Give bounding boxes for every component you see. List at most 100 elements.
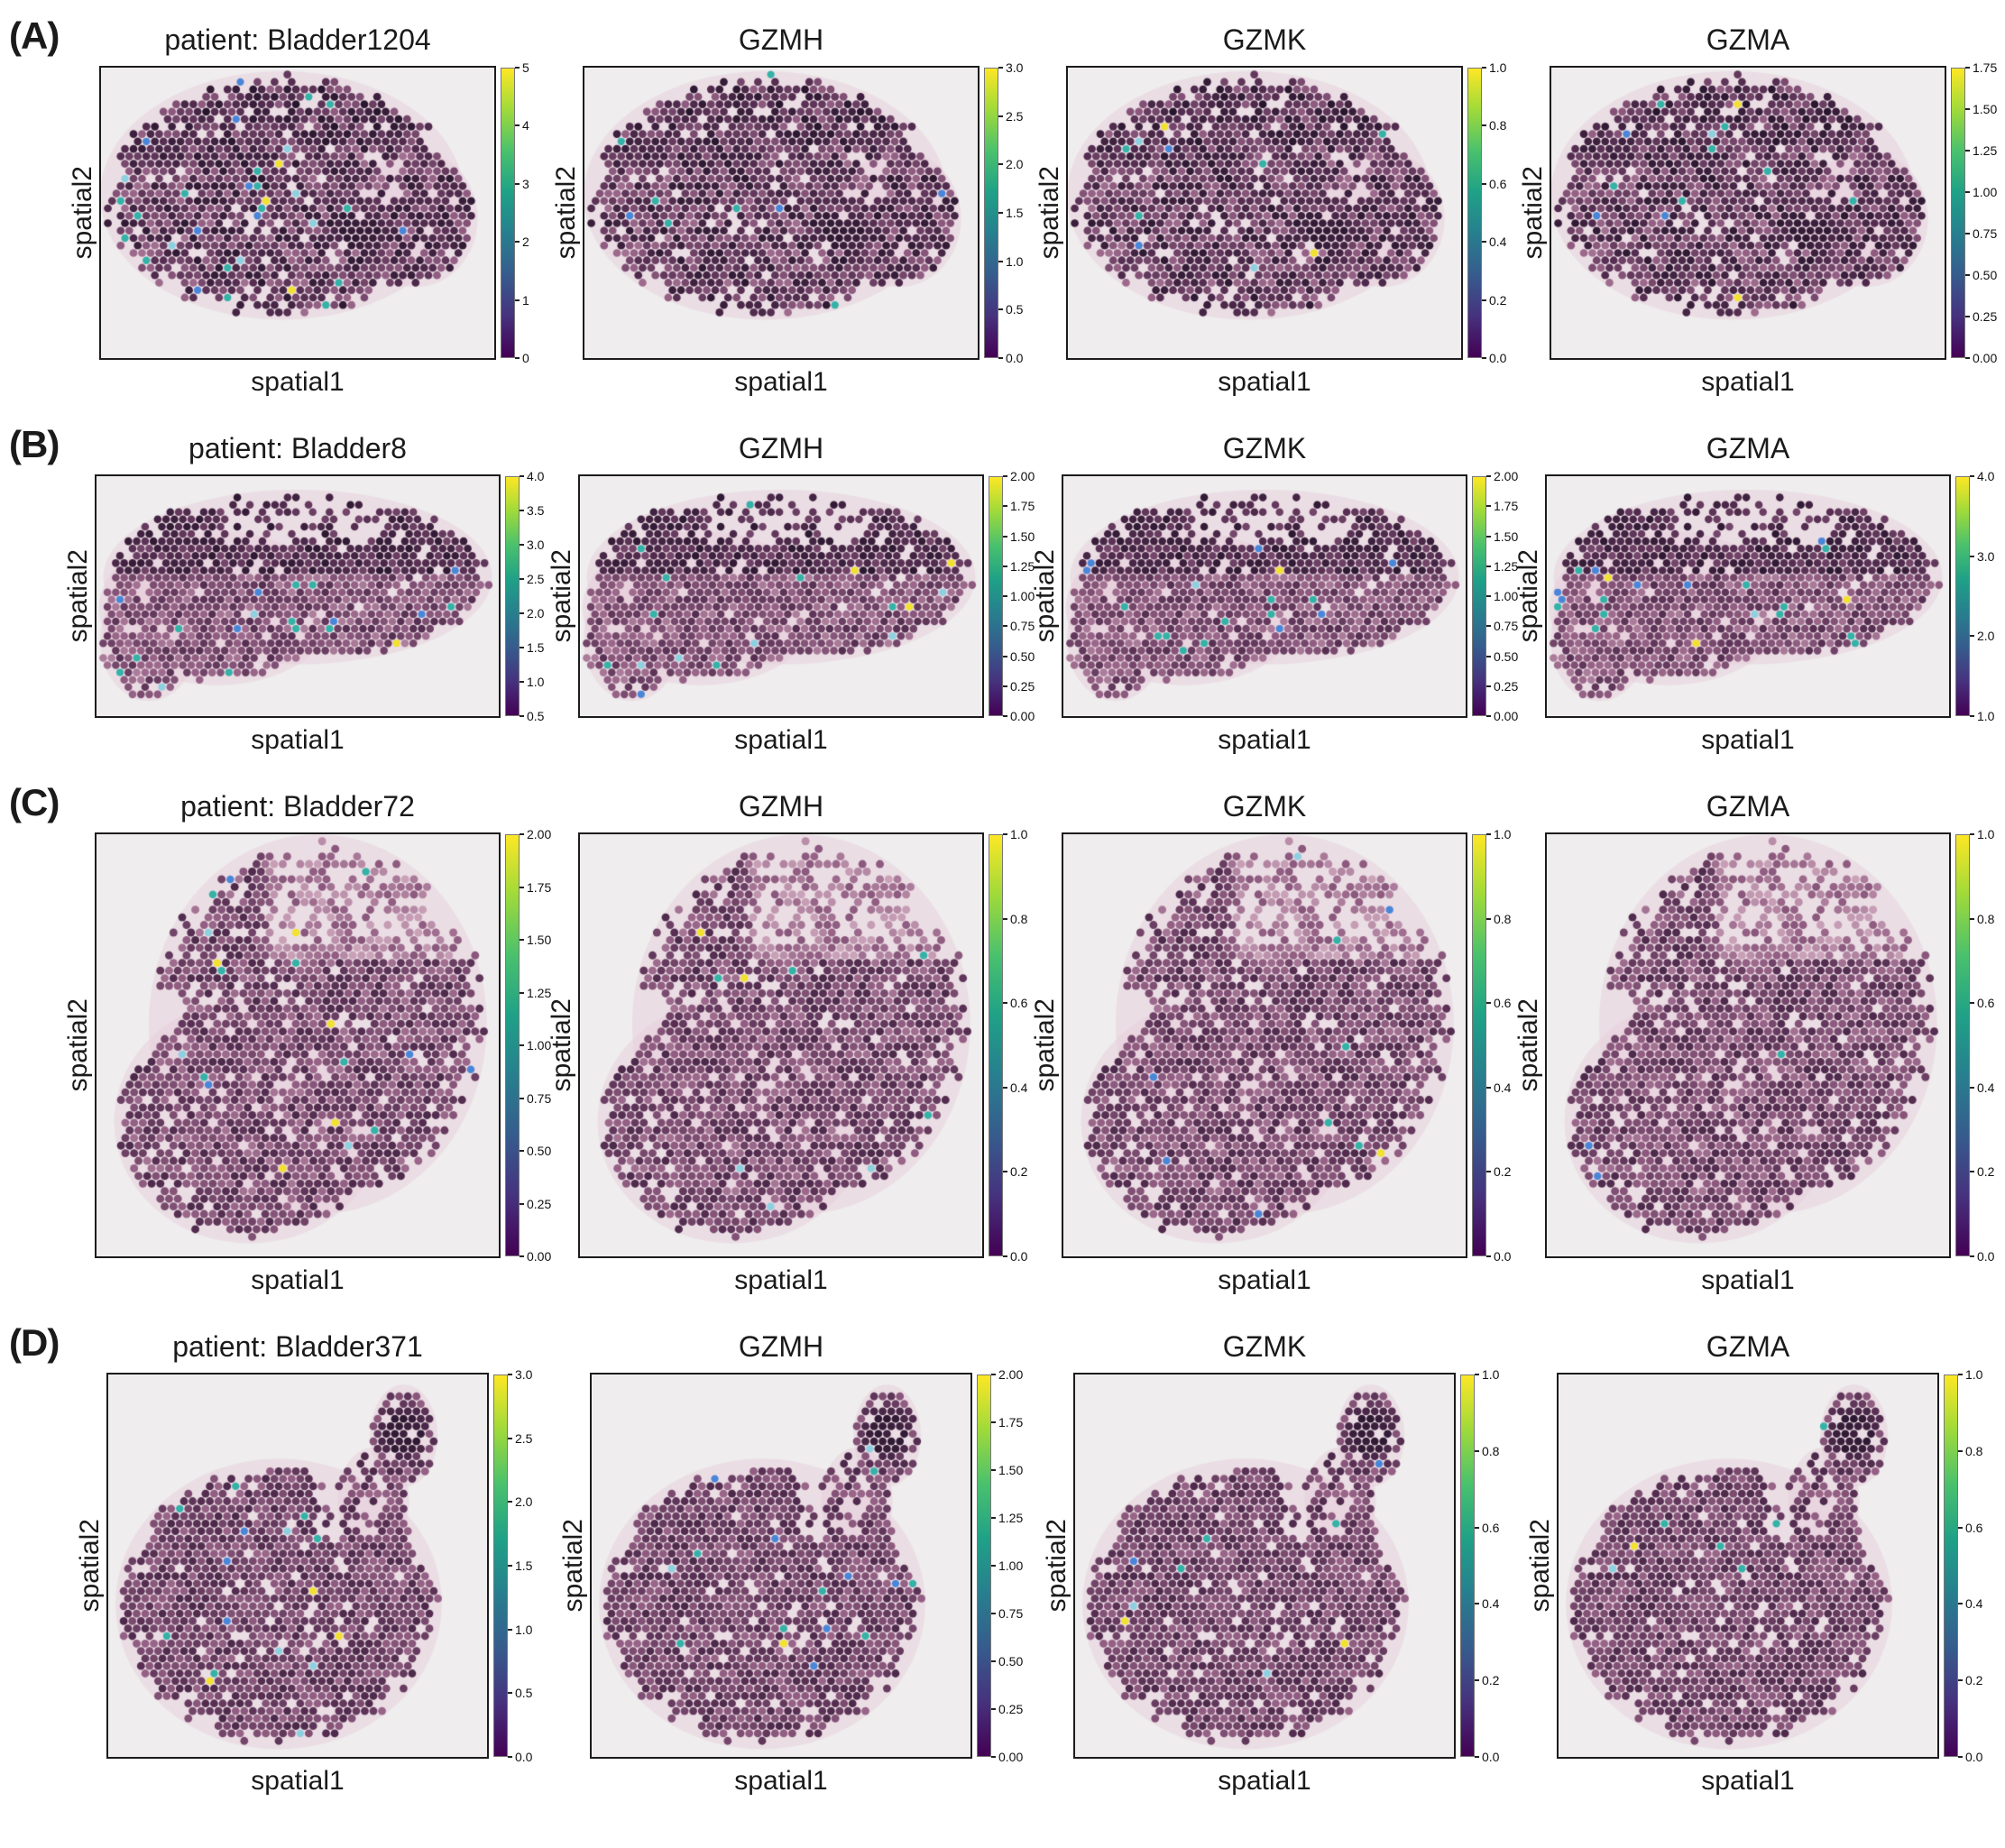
colorbar-tick-mark bbox=[508, 1374, 512, 1375]
plot-area bbox=[578, 474, 984, 718]
colorbar: 2.00 1.75 1.50 1.25 1.00 0.75 0.50 0.25 0.00 bbox=[505, 827, 559, 1264]
colorbar-tick: 1.0 bbox=[1970, 827, 1994, 841]
row-panels: patient: Bladder371 spatial2 3.0 2.5 2.0 1.… bbox=[67, 1319, 2005, 1797]
colorbar-tick: 0.50 bbox=[1965, 268, 1997, 282]
colorbar-tick-label: 0.6 bbox=[1010, 996, 1028, 1011]
colorbar-tick-mark bbox=[1003, 715, 1007, 717]
colorbar-tick-label: 0.8 bbox=[1489, 118, 1507, 133]
panel-title: GZMH bbox=[738, 23, 824, 56]
colorbar-tick-label: 1.00 bbox=[527, 1038, 552, 1053]
colorbar-gradient bbox=[977, 1375, 991, 1757]
plot-area bbox=[583, 66, 980, 360]
tissue-plot bbox=[1066, 66, 1463, 360]
colorbar-tick-label: 0.25 bbox=[1494, 678, 1519, 694]
panel-title: GZMA bbox=[1706, 1330, 1790, 1363]
colorbar-tick-label: 1.50 bbox=[1973, 102, 1998, 116]
colorbar-tick-label: 1.00 bbox=[1494, 589, 1519, 603]
panel-title: patient: Bladder371 bbox=[172, 1330, 423, 1363]
panel-title: GZMK bbox=[1222, 1330, 1307, 1363]
panel: patient: Bladder371 spatial2 3.0 2.5 2.0 1.… bbox=[67, 1319, 550, 1797]
colorbar-ticks: 1.75 1.50 1.25 1.00 0.75 0.50 0.25 0.00 bbox=[1965, 60, 2005, 365]
colorbar-tick-mark bbox=[1475, 1526, 1479, 1529]
plot-area bbox=[578, 832, 984, 1258]
colorbar-tick: 2.5 bbox=[508, 1431, 532, 1446]
colorbar-tick-label: 1.0 bbox=[1494, 827, 1512, 841]
x-axis-label: spatial1 bbox=[1218, 1265, 1311, 1295]
panel-grid: GZMK spatial2 1.0 0.8 0.6 0.4 0.2 0.0 spatial… bbox=[1041, 1319, 1510, 1797]
colorbar-tick-label: 1.25 bbox=[1494, 558, 1519, 574]
colorbar-tick-label: 1.25 bbox=[1010, 558, 1035, 574]
colorbar-tick: 1.25 bbox=[1486, 559, 1518, 574]
colorbar-tick: 0.0 bbox=[1486, 1249, 1511, 1264]
x-axis-label: spatial1 bbox=[734, 725, 828, 755]
colorbar-tick: 2.00 bbox=[520, 827, 551, 841]
colorbar-tick: 1.50 bbox=[1003, 529, 1035, 544]
colorbar-tick-label: 0.5 bbox=[515, 1686, 533, 1701]
colorbar-tick-label: 2.5 bbox=[1006, 108, 1024, 124]
colorbar-gradient bbox=[1955, 834, 1970, 1256]
colorbar-tick: 3.0 bbox=[998, 60, 1023, 75]
colorbar-tick-mark bbox=[998, 357, 1003, 359]
colorbar-tick-label: 0.00 bbox=[998, 1750, 1024, 1764]
tissue-plot bbox=[1557, 1373, 1939, 1759]
colorbar-tick-mark bbox=[1482, 124, 1486, 127]
colorbar-tick: 1.00 bbox=[1003, 589, 1035, 603]
colorbar-tick-label: 0.75 bbox=[527, 1090, 552, 1106]
colorbar-tick-label: 0.25 bbox=[527, 1196, 552, 1211]
colorbar-tick: 1.0 bbox=[998, 254, 1023, 269]
colorbar-tick-mark bbox=[520, 544, 524, 546]
colorbar-tick: 1.0 bbox=[1958, 1367, 1982, 1382]
colorbar-tick-mark bbox=[1965, 357, 1970, 359]
colorbar-tick-label: 1.75 bbox=[1494, 499, 1519, 514]
colorbar-tick-mark bbox=[1003, 565, 1007, 567]
colorbar-tick: 3.0 bbox=[520, 538, 544, 552]
colorbar-tick-label: 2.0 bbox=[515, 1494, 533, 1510]
colorbar-tick-label: 0.50 bbox=[527, 1144, 552, 1158]
colorbar-tick: 1.75 bbox=[1965, 60, 1997, 75]
plot-area bbox=[1073, 1373, 1456, 1759]
colorbar-tick-label: 0.00 bbox=[527, 1249, 552, 1264]
colorbar-tick: 0.4 bbox=[1958, 1596, 1982, 1611]
colorbar-ticks: 1.0 0.8 0.6 0.4 0.2 0.0 bbox=[1003, 827, 1043, 1264]
colorbar-tick-mark bbox=[1003, 625, 1007, 628]
colorbar-tick: 0.4 bbox=[1003, 1080, 1027, 1095]
y-axis-label: spatial2 bbox=[1042, 1519, 1071, 1613]
colorbar-tick: 0.75 bbox=[1965, 226, 1997, 241]
colorbar-tick-mark bbox=[1958, 1756, 1963, 1758]
colorbar: 4.0 3.5 3.0 2.5 2.0 1.5 1.0 0.5 bbox=[505, 469, 559, 723]
colorbar-tick-label: 0.4 bbox=[1482, 1596, 1500, 1612]
colorbar-tick: 0.0 bbox=[1475, 1750, 1499, 1764]
colorbar-tick: 0.8 bbox=[1486, 912, 1511, 926]
y-axis-label: spatial2 bbox=[551, 166, 581, 260]
colorbar-ticks: 3.0 2.5 2.0 1.5 1.0 0.5 0.0 bbox=[998, 60, 1038, 365]
colorbar-tick-label: 2.5 bbox=[515, 1430, 533, 1446]
colorbar-tick-label: 0.0 bbox=[1489, 351, 1507, 365]
colorbar-tick-mark bbox=[1486, 685, 1491, 687]
panel-grid: GZMK spatial2 1.0 0.8 0.6 0.4 0.2 0.0 spatial… bbox=[1034, 13, 1517, 398]
colorbar-tick-label: 0.75 bbox=[1010, 619, 1035, 634]
tissue-plot bbox=[1062, 832, 1467, 1258]
colorbar-tick-mark bbox=[515, 182, 520, 185]
panel-title: GZMH bbox=[738, 432, 824, 464]
colorbar-tick: 0.8 bbox=[1482, 118, 1506, 133]
colorbar-tick-mark bbox=[520, 991, 524, 994]
panel-grid: GZMH spatial2 1.0 0.8 0.6 0.4 0.2 0.0 spatial… bbox=[546, 779, 1038, 1296]
colorbar: 1.0 0.8 0.6 0.4 0.2 0.0 bbox=[1472, 827, 1526, 1264]
colorbar-tick: 1.75 bbox=[1486, 499, 1518, 513]
colorbar-gradient bbox=[1944, 1375, 1958, 1757]
colorbar-tick: 2.0 bbox=[998, 157, 1023, 171]
colorbar-tick: 0.8 bbox=[1970, 912, 1994, 926]
panel-title: GZMK bbox=[1222, 23, 1307, 56]
panel: patient: Bladder8 spatial2 4.0 3.5 3.0 2.5 2… bbox=[63, 421, 550, 756]
colorbar-tick-label: 0.2 bbox=[1010, 1164, 1028, 1180]
colorbar-gradient bbox=[1955, 476, 1970, 716]
colorbar-tick-label: 0.2 bbox=[1965, 1673, 1983, 1688]
colorbar-tick-mark bbox=[1003, 685, 1007, 687]
colorbar-tick-mark bbox=[520, 715, 524, 717]
colorbar-tick-mark bbox=[991, 1469, 996, 1471]
colorbar-tick-mark bbox=[991, 1613, 996, 1614]
colorbar-tick: 2.00 bbox=[1486, 469, 1518, 483]
colorbar-tick: 2.00 bbox=[1003, 469, 1035, 483]
panel-title: GZMA bbox=[1706, 790, 1790, 823]
colorbar-tick-mark bbox=[991, 1421, 996, 1423]
